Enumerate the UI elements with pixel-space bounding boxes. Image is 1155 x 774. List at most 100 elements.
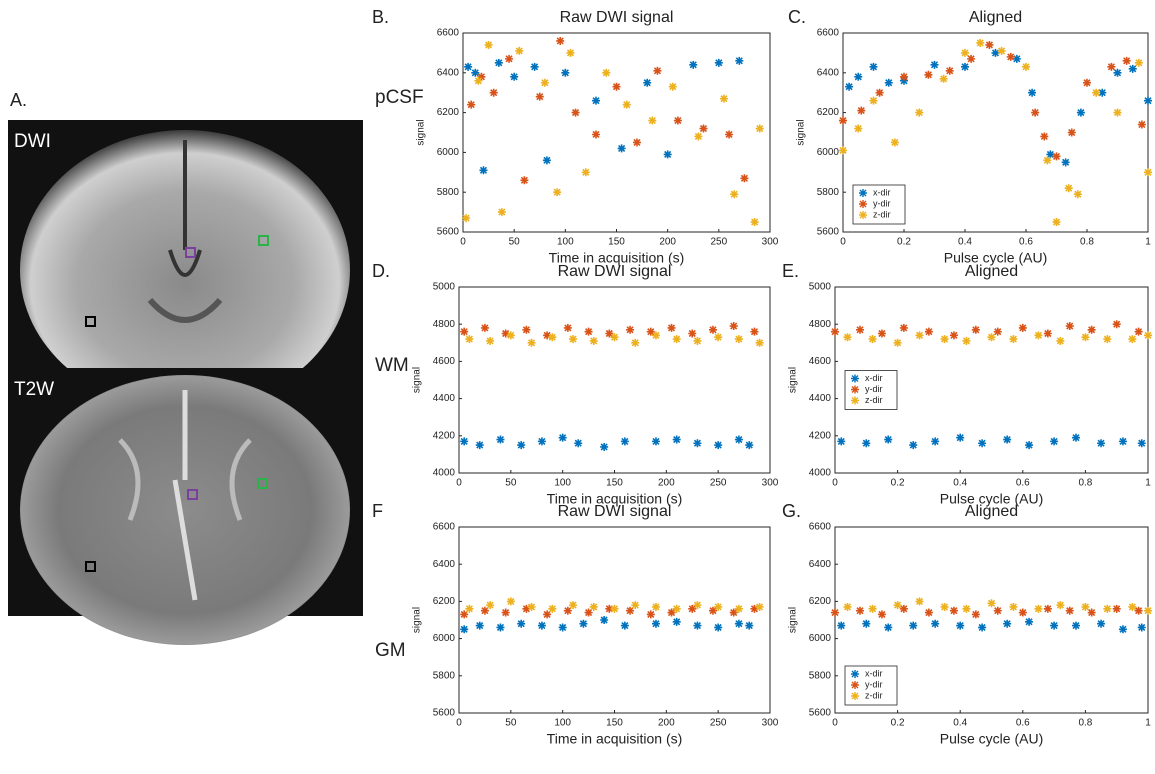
data-point: [613, 83, 621, 91]
data-point: [1103, 605, 1111, 613]
data-point: [574, 439, 582, 447]
data-point: [950, 331, 958, 339]
panel-label: D.: [372, 261, 390, 281]
data-point: [988, 333, 996, 341]
data-point: [464, 63, 472, 71]
data-point: [541, 79, 549, 87]
data-point: [647, 328, 655, 336]
data-point: [884, 623, 892, 631]
data-point: [978, 439, 986, 447]
x-tick-label: 50: [509, 237, 521, 248]
t2w-image: T2W: [8, 368, 363, 645]
data-point: [1144, 607, 1152, 615]
data-point: [1009, 603, 1017, 611]
data-point: [467, 101, 475, 109]
data-point: [988, 599, 996, 607]
data-point: [1050, 437, 1058, 445]
legend-marker: [859, 189, 867, 197]
panel-label: E.: [782, 261, 799, 281]
panel-label: C.: [788, 7, 806, 27]
data-point: [894, 601, 902, 609]
data-point: [517, 441, 525, 449]
data-point: [1135, 328, 1143, 336]
panel-label: B.: [372, 7, 389, 27]
data-point: [1119, 437, 1127, 445]
data-point: [950, 607, 958, 615]
data-point: [1040, 132, 1048, 140]
x-tick-label: 0.8: [1078, 478, 1092, 489]
data-point: [699, 125, 707, 133]
x-tick-label: 0.6: [1019, 237, 1033, 248]
x-tick-label: 1: [1145, 718, 1151, 729]
y-tick-label: 6000: [437, 147, 460, 158]
x-tick-label: 300: [762, 478, 779, 489]
data-point: [831, 609, 839, 617]
data-point: [1003, 436, 1011, 444]
x-tick-label: 0: [456, 478, 462, 489]
data-point: [460, 437, 468, 445]
data-point: [709, 607, 717, 615]
data-point: [720, 95, 728, 103]
data-point: [528, 339, 536, 347]
data-point: [531, 63, 539, 71]
x-tick-label: 0.4: [958, 237, 972, 248]
data-point: [994, 607, 1002, 615]
row-label: WM: [375, 355, 409, 376]
x-tick-label: 100: [554, 718, 571, 729]
data-point: [714, 333, 722, 341]
data-point: [854, 73, 862, 81]
data-point: [474, 77, 482, 85]
data-point: [870, 63, 878, 71]
x-tick-label: 0.6: [1016, 718, 1030, 729]
data-point: [495, 59, 503, 67]
data-point: [481, 324, 489, 332]
data-point: [1013, 55, 1021, 63]
x-tick-label: 250: [710, 237, 727, 248]
data-point: [559, 434, 567, 442]
data-point: [561, 69, 569, 77]
data-point: [839, 146, 847, 154]
data-point: [862, 439, 870, 447]
data-point: [652, 437, 660, 445]
y-tick-label: 5600: [437, 227, 460, 238]
data-point: [972, 326, 980, 334]
data-point: [844, 333, 852, 341]
data-point: [1056, 337, 1064, 345]
legend-marker: [851, 386, 859, 394]
x-axis-label: Time in acquisition (s): [547, 731, 683, 747]
data-point: [1097, 620, 1105, 628]
data-point: [689, 61, 697, 69]
data-point: [1107, 63, 1115, 71]
data-point: [1022, 63, 1030, 71]
data-point: [476, 441, 484, 449]
data-point: [1034, 605, 1042, 613]
y-tick-label: 4800: [809, 319, 832, 330]
data-point: [894, 339, 902, 347]
data-point: [1025, 618, 1033, 626]
y-tick-label: 6000: [433, 633, 456, 644]
y-tick-label: 6600: [433, 522, 456, 533]
y-tick-label: 5600: [809, 708, 832, 719]
data-point: [916, 331, 924, 339]
y-tick-label: 4200: [433, 430, 456, 441]
data-point: [1144, 168, 1152, 176]
data-point: [1043, 156, 1051, 164]
data-point: [569, 601, 577, 609]
data-point: [669, 83, 677, 91]
data-point: [1083, 79, 1091, 87]
data-point: [941, 335, 949, 343]
data-point: [476, 622, 484, 630]
x-tick-label: 0: [460, 237, 466, 248]
x-tick-label: 0.4: [953, 718, 967, 729]
y-tick-label: 5800: [433, 670, 456, 681]
data-point: [548, 605, 556, 613]
data-point: [626, 326, 634, 334]
data-point: [502, 609, 510, 617]
data-point: [486, 601, 494, 609]
data-point: [592, 97, 600, 105]
dwi-image: DWI: [8, 120, 363, 410]
y-tick-label: 4800: [433, 319, 456, 330]
data-point: [592, 130, 600, 138]
data-point: [730, 190, 738, 198]
data-point: [1128, 603, 1136, 611]
